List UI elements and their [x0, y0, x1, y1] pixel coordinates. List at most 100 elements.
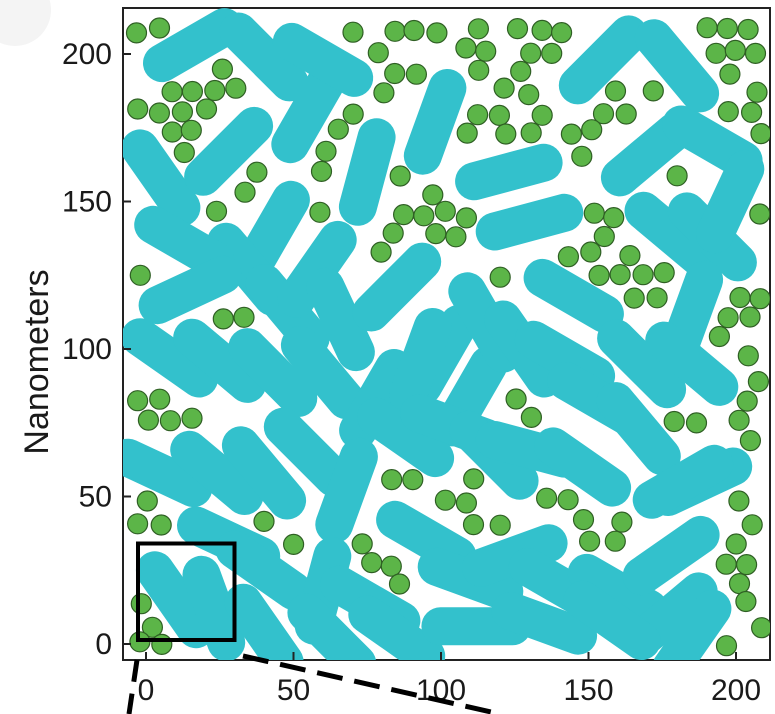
- sphere-particle: [127, 98, 149, 120]
- rod-particle: [645, 321, 739, 406]
- sphere-particle: [728, 572, 751, 595]
- sphere-particle: [580, 241, 602, 263]
- sphere-particle: [204, 79, 226, 102]
- rod-particle: [170, 430, 264, 515]
- sphere-particle: [127, 513, 149, 535]
- sphere-particle: [489, 266, 511, 288]
- sphere-particle: [422, 184, 444, 206]
- sphere-particle: [604, 530, 626, 552]
- sphere-particle: [728, 409, 750, 431]
- rod-particle: [491, 592, 598, 655]
- sphere-particle: [149, 388, 171, 410]
- sphere-particle: [666, 165, 688, 187]
- sphere-particle: [493, 77, 515, 99]
- sphere-particle: [405, 63, 427, 85]
- sphere-particle: [327, 118, 349, 140]
- sphere-particle: [737, 18, 759, 41]
- sphere-particle: [609, 264, 631, 286]
- rod-particle: [123, 318, 219, 398]
- rod-particle: [219, 12, 309, 102]
- y-tick-label: 200: [62, 38, 112, 71]
- rod-particle: [287, 593, 376, 660]
- y-axis: 0 50 100 150 200: [62, 38, 131, 661]
- sphere-particle: [705, 42, 727, 64]
- sphere-particle: [531, 104, 553, 126]
- sphere-particle: [389, 165, 411, 187]
- sphere-particle: [456, 122, 478, 144]
- sphere-particle: [129, 264, 151, 286]
- sphere-particle: [373, 82, 395, 104]
- sphere-particle: [367, 42, 389, 64]
- sphere-particle: [739, 430, 762, 452]
- sphere-particle: [520, 42, 542, 64]
- sphere-particle: [151, 633, 173, 656]
- sphere-particle: [583, 202, 605, 224]
- rod-particle: [597, 319, 687, 409]
- sphere-particle: [593, 225, 615, 248]
- rod-particle: [315, 437, 378, 544]
- inset-box-group: [126, 541, 501, 714]
- rod-particle: [403, 69, 467, 175]
- sphere-particle: [381, 469, 403, 491]
- sphere-particle: [150, 514, 172, 536]
- sphere-particle: [531, 19, 553, 41]
- sphere-particle: [535, 487, 558, 509]
- sphere-particle: [603, 207, 625, 229]
- rod-particle: [634, 19, 720, 113]
- rod-particle: [123, 129, 201, 227]
- sphere-particle: [716, 17, 738, 40]
- sphere-particle: [717, 100, 739, 123]
- rod-particle: [235, 180, 310, 282]
- sphere-particle: [181, 80, 203, 103]
- sphere-particle: [342, 103, 364, 125]
- rod-particle: [272, 22, 374, 97]
- sphere-particle: [212, 308, 234, 330]
- sphere-particle: [619, 245, 641, 267]
- sphere-particle: [130, 593, 152, 615]
- sphere-particle: [505, 388, 527, 410]
- sphere-particle: [571, 145, 593, 167]
- sphere-particle: [750, 123, 770, 145]
- sphere-particle: [520, 406, 543, 428]
- rod-particle: [653, 589, 732, 660]
- rod-particle: [389, 308, 452, 414]
- sphere-particle: [735, 553, 758, 576]
- y-axis-label: Nanometers: [18, 269, 56, 454]
- sphere-particle: [740, 101, 763, 124]
- rod-particle: [357, 397, 455, 478]
- rod-particle: [352, 242, 442, 332]
- sphere-particle: [557, 246, 580, 268]
- sphere-particle: [403, 19, 425, 42]
- sphere-particle: [380, 555, 402, 577]
- sphere-particle: [468, 59, 490, 81]
- sphere-particle: [455, 492, 477, 514]
- rod-particle: [558, 15, 648, 105]
- sphere-particle: [136, 490, 158, 512]
- rod-particle: [475, 193, 584, 251]
- x-tick-label: 150: [563, 674, 613, 707]
- rod-particle: [624, 191, 718, 277]
- sphere-particle: [425, 223, 447, 245]
- sphere-particle: [475, 40, 497, 62]
- sphere-particle: [489, 514, 511, 536]
- rod-particle: [224, 583, 304, 660]
- rod-particle: [215, 530, 313, 610]
- sphere-particle: [309, 201, 331, 223]
- sphere-particle: [141, 616, 163, 638]
- sphere-particle: [663, 410, 685, 433]
- sphere-particle: [520, 122, 542, 144]
- rod-particle: [271, 62, 346, 164]
- sphere-particle: [161, 81, 183, 103]
- sphere-particle: [234, 181, 256, 203]
- sphere-particle: [434, 200, 456, 222]
- sphere-particle: [741, 514, 763, 536]
- rod-particle: [567, 553, 669, 628]
- rod-particle: [280, 326, 366, 420]
- sphere-particle: [728, 490, 750, 512]
- rod-particle: [228, 328, 318, 418]
- sphere-particle: [736, 390, 758, 412]
- rod-particle: [338, 118, 396, 226]
- sphere-particle: [735, 590, 757, 613]
- rod-particle: [563, 580, 661, 660]
